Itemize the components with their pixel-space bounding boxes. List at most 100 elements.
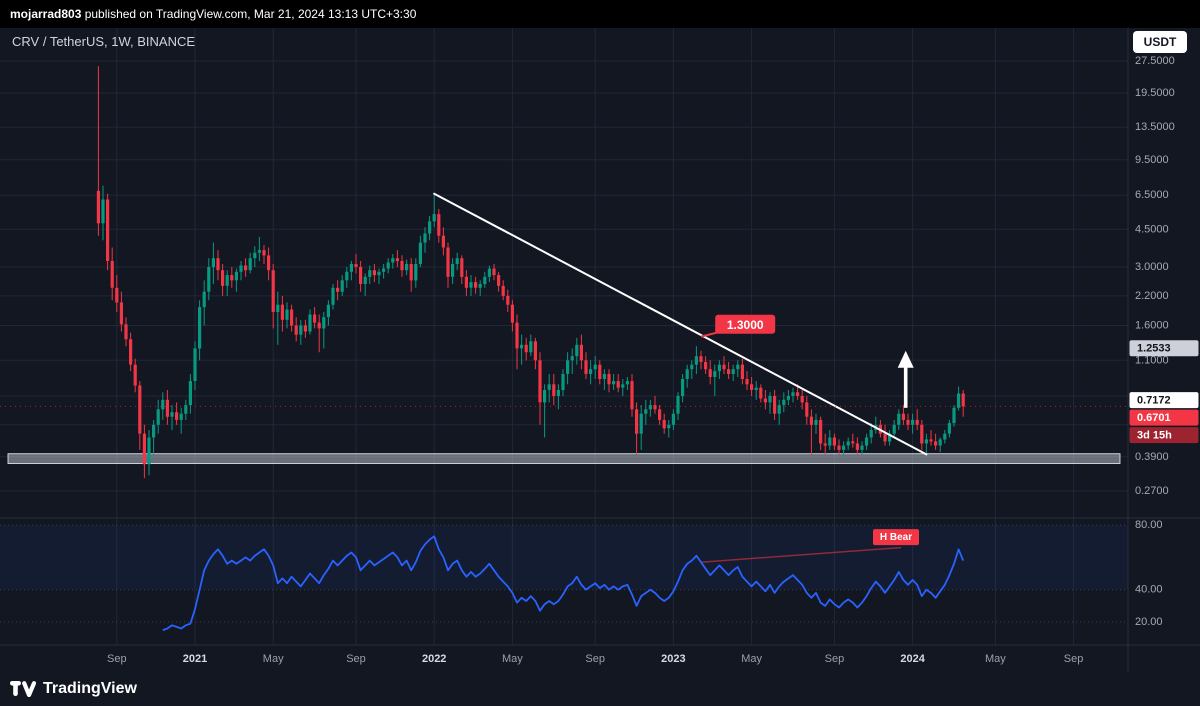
callout-pointer (700, 331, 719, 338)
candle-body (409, 264, 413, 281)
tradingview-link[interactable]: TradingView (10, 680, 137, 698)
candle-body (400, 261, 404, 271)
candle-body (152, 424, 156, 438)
candle-body (648, 405, 652, 410)
candle-body (759, 387, 763, 399)
candle-body (257, 250, 261, 253)
candle-body (368, 270, 372, 277)
candle-body (129, 339, 133, 365)
candle-body (653, 405, 657, 410)
candle-body (897, 413, 901, 425)
publish-header: mojarrad803 published on TradingView.com… (0, 0, 1200, 28)
candle-body (138, 385, 142, 434)
candle-body (658, 409, 662, 420)
support-zone-drawing[interactable] (7, 453, 1121, 465)
candle-body (635, 409, 639, 434)
rsi-line (162, 535, 965, 631)
price-tick-label: 13.5000 (1135, 121, 1175, 133)
candle-body (253, 252, 257, 259)
candle-body (418, 242, 422, 264)
trendline-drawing[interactable] (433, 192, 928, 456)
h-bear-label-text: H Bear (880, 532, 912, 543)
time-tick-label: Sep (1064, 653, 1084, 665)
candle-body (363, 276, 367, 284)
candle-body (414, 264, 418, 281)
candle-body (915, 419, 919, 425)
rsi-tick-label: 20.00 (1135, 616, 1163, 628)
candle-body (290, 309, 294, 326)
price-tick-label: 19.5000 (1135, 87, 1175, 99)
candle-body (888, 433, 892, 442)
candle-body (855, 443, 859, 450)
candle-body (579, 344, 583, 361)
candle-body (299, 325, 303, 335)
rsi-band (0, 525, 1128, 590)
candle-body (819, 419, 823, 444)
candle-body (529, 341, 533, 353)
candle-body (322, 317, 326, 329)
price-tick-label: 9.5000 (1135, 154, 1169, 166)
divergence-line-drawing[interactable] (700, 546, 902, 563)
price-badge (1129, 392, 1199, 409)
price-tick-label: 4.5000 (1135, 223, 1169, 235)
candle-body (869, 430, 873, 438)
time-tick-label: May (985, 653, 1006, 665)
candle-body (359, 267, 363, 284)
candle-body (920, 424, 924, 444)
candle-body (437, 214, 441, 236)
time-tick-label: May (502, 653, 523, 665)
time-tick-label: Sep (825, 653, 845, 665)
candle-body (524, 344, 528, 353)
candle-body (593, 364, 597, 370)
footer-bar: TradingView (0, 672, 1200, 706)
candle-body (198, 307, 202, 349)
candle-body (791, 392, 795, 396)
candle-body (147, 437, 151, 465)
candle-body (377, 271, 381, 276)
candle-body (837, 445, 841, 450)
candle-body (800, 396, 804, 403)
price-badge-text: 1.2533 (1137, 343, 1171, 355)
chart-canvas[interactable]: 1.3000 H Bear 27.5000 19.5000 13.5000 9.5000 6… (0, 28, 1200, 672)
candle-body (110, 261, 114, 288)
candle-body (326, 304, 330, 318)
candle-body (929, 439, 933, 442)
time-axis[interactable]: Sep 2021 May Sep 2022 May Sep 2023 May Sep 2024 May… (107, 653, 1083, 665)
candle-body (671, 413, 675, 425)
candle-body (957, 393, 961, 408)
candle-body (101, 199, 105, 224)
candle-body (460, 258, 464, 277)
candle-body (276, 304, 280, 312)
candle-body (906, 419, 910, 425)
candle-body (244, 265, 248, 271)
price-axis[interactable]: 27.5000 19.5000 13.5000 9.5000 6.5000 4.5000 3… (1129, 55, 1199, 628)
candle-body (750, 384, 754, 390)
candle-body (616, 381, 620, 388)
candle-body (156, 409, 160, 425)
candle-body (934, 441, 938, 446)
publish-info: published on TradingView.com, Mar 21, 20… (81, 7, 417, 21)
price-callout[interactable] (715, 314, 776, 334)
candle-body (225, 275, 229, 286)
candle-body (478, 284, 482, 288)
grid-lines (0, 28, 1128, 645)
candle-body (345, 271, 349, 281)
candle-body (713, 371, 717, 377)
candle-body (317, 322, 321, 329)
candle-body (763, 398, 767, 403)
candle-body (851, 441, 855, 444)
candle-body (708, 369, 712, 377)
candle-body (947, 423, 951, 434)
candle-body (446, 247, 450, 277)
candle-body (805, 402, 809, 417)
currency-toggle-button[interactable]: USDT (1133, 31, 1187, 53)
candle-body (271, 270, 275, 312)
candle-body (690, 364, 694, 370)
up-arrow-drawing[interactable] (897, 350, 914, 368)
candle-body (106, 199, 110, 261)
h-bear-label[interactable] (873, 529, 919, 546)
price-tick-label: 0.2700 (1135, 485, 1169, 497)
candle-body (230, 275, 234, 281)
candle-body (911, 419, 915, 425)
candle-body (133, 364, 137, 386)
